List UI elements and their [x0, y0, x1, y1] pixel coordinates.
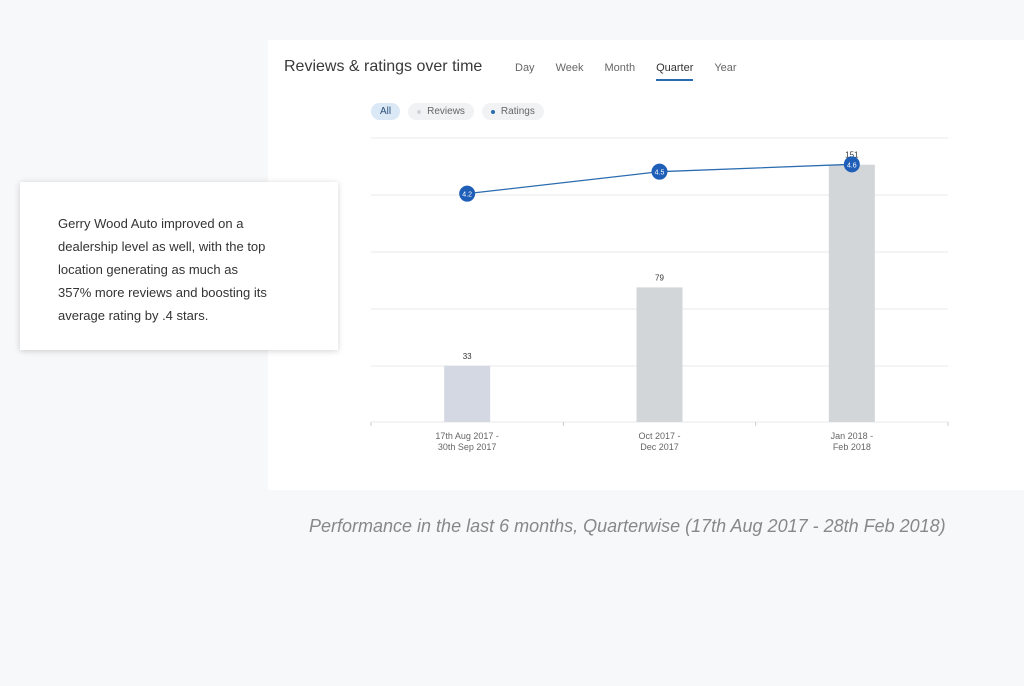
rating-marker: [459, 185, 476, 202]
tab-month[interactable]: Month: [604, 62, 636, 74]
rating-value-label: 4.2: [462, 192, 472, 199]
caption: Performance in the last 6 months, Quarte…: [309, 516, 946, 536]
x-tick-label: Dec 2017: [640, 442, 679, 452]
bar-value-label: 151: [845, 151, 859, 160]
chart-title: Reviews & ratings over time: [284, 58, 483, 75]
tab-year[interactable]: Year: [714, 62, 737, 74]
filter-reviews[interactable]: Reviews: [408, 103, 474, 120]
bar-value-label: 33: [463, 352, 472, 361]
filter-all[interactable]: All: [371, 103, 401, 120]
rating-value-label: 4.6: [847, 162, 857, 169]
series-filter: All Reviews Ratings: [371, 103, 544, 120]
period-tabs: Day Week Month Quarter Year: [515, 62, 758, 81]
note-line: Gerry Wood Auto improved on a: [58, 216, 244, 231]
rating-marker: [651, 163, 668, 180]
rating-value-label: 4.5: [655, 170, 665, 177]
tab-day[interactable]: Day: [515, 62, 535, 74]
x-tick-label: Feb 2018: [833, 442, 871, 452]
x-tick-label: Jan 2018 -: [831, 431, 874, 441]
rating-marker: [843, 156, 860, 173]
reviews-bar: [636, 287, 683, 422]
tab-week[interactable]: Week: [555, 62, 584, 74]
chart-card: Reviews & ratings over time Day Week Mon…: [268, 40, 1024, 490]
filter-all-label: All: [380, 106, 392, 117]
reviews-bar: [828, 164, 875, 423]
reviews-bar: [444, 365, 491, 422]
x-tick-label: 17th Aug 2017 -: [435, 431, 499, 441]
note-line: location generating as much as: [58, 262, 238, 277]
note-line: dealership level as well, with the top: [58, 239, 266, 254]
filter-ratings[interactable]: Ratings: [481, 103, 544, 120]
reviews-dot-icon: [417, 109, 422, 114]
x-tick-label: Oct 2017 -: [638, 431, 680, 441]
note-box: Gerry Wood Auto improved on a dealership…: [20, 182, 338, 350]
note-line: average rating by .4 stars.: [58, 308, 209, 323]
x-tick-label: 30th Sep 2017: [438, 442, 497, 452]
bar-value-label: 79: [655, 273, 664, 282]
chart-plot: 33 79 151 17th Aug 2017 -30th Sep 2017 Oct 2…: [370, 137, 949, 452]
filter-ratings-label: Ratings: [500, 106, 535, 117]
note-line: 357% more reviews and boosting its: [58, 285, 267, 300]
tab-quarter[interactable]: Quarter: [656, 62, 694, 81]
ratings-dot-icon: [490, 109, 495, 114]
filter-reviews-label: Reviews: [427, 106, 465, 117]
